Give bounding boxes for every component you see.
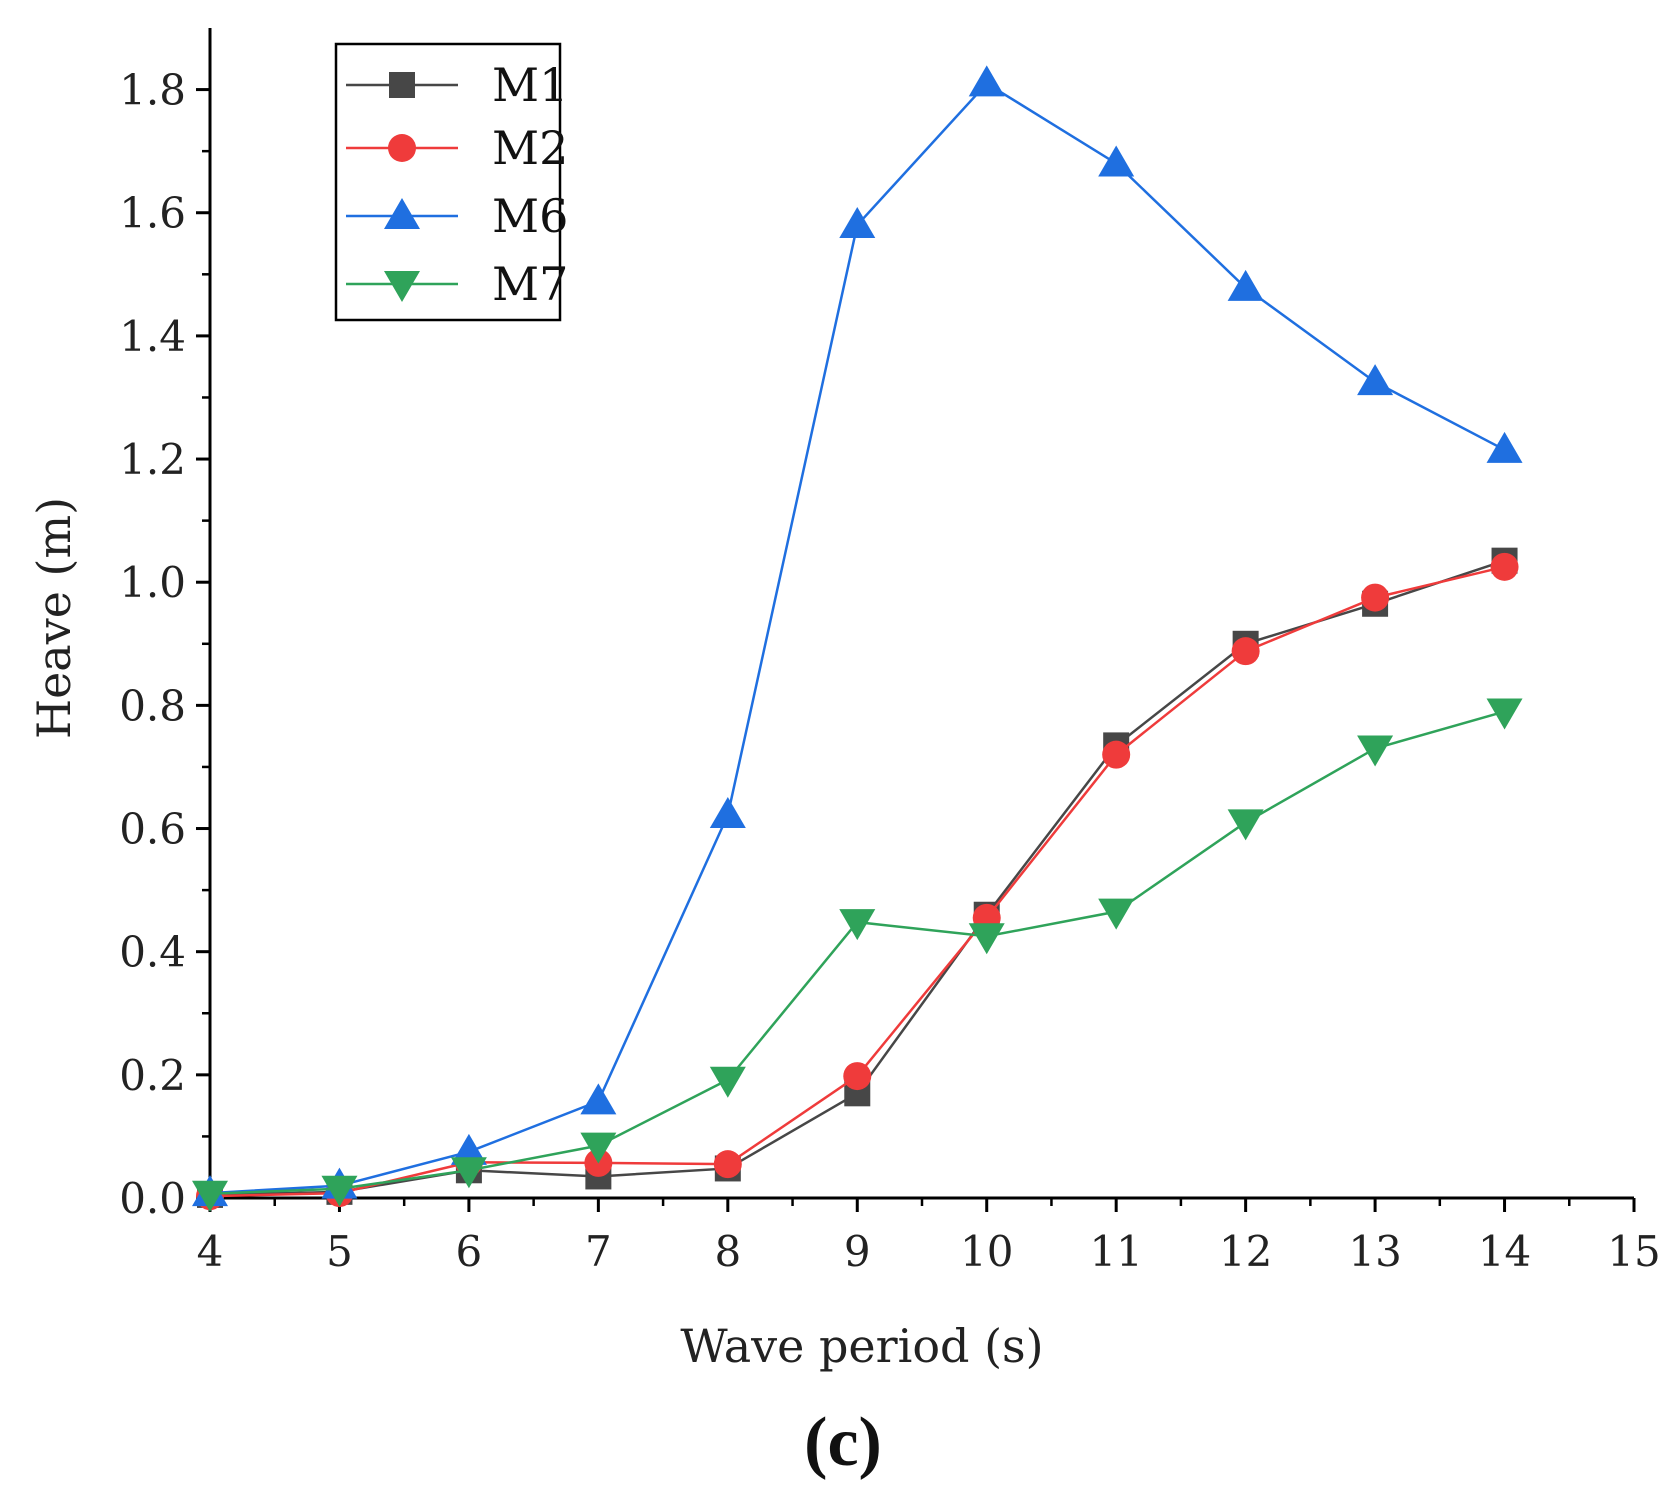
y-tick-label: 1.4 xyxy=(119,312,186,361)
x-tick-label: 15 xyxy=(1607,1227,1660,1276)
data-point-m6 xyxy=(968,65,1005,97)
series-m6 xyxy=(192,65,1523,1207)
data-point-m6 xyxy=(709,796,746,828)
data-point-m2 xyxy=(843,1062,872,1091)
series-m7 xyxy=(192,698,1523,1212)
series-line-m7 xyxy=(209,710,1505,1195)
x-tick-label: 11 xyxy=(1089,1227,1142,1276)
x-tick-label: 9 xyxy=(844,1227,871,1276)
panel-label: (c) xyxy=(804,1404,882,1481)
data-point-m7 xyxy=(1098,898,1135,930)
legend-label-m7: M7 xyxy=(492,257,568,311)
data-point-m7 xyxy=(1357,735,1394,767)
x-axis-ticks: 4 5 6 7 8 9 10 11 12 13 14 15 xyxy=(197,1198,1661,1276)
x-tick-label: 12 xyxy=(1219,1227,1272,1276)
x-tick-label: 4 xyxy=(197,1227,224,1276)
legend-marker-m2 xyxy=(388,134,416,162)
data-point-m6 xyxy=(1357,364,1394,396)
data-point-m6 xyxy=(580,1083,617,1115)
y-tick-label: 1.8 xyxy=(119,66,186,115)
data-point-m2 xyxy=(1490,552,1519,581)
legend-marker-m1 xyxy=(389,72,415,98)
x-tick-label: 8 xyxy=(714,1227,741,1276)
legend-entries: M1 M2 M6 M7 xyxy=(346,58,568,311)
data-point-m7 xyxy=(580,1132,617,1164)
data-point-m7 xyxy=(968,923,1005,955)
x-tick-label: 7 xyxy=(585,1227,612,1276)
x-tick-label: 6 xyxy=(456,1227,483,1276)
legend-label-m2: M2 xyxy=(492,121,568,175)
legend-marker-m7 xyxy=(384,271,420,302)
data-point-m7 xyxy=(709,1066,746,1098)
series-m2 xyxy=(196,552,1519,1211)
x-tick-label: 5 xyxy=(326,1227,353,1276)
data-point-m2 xyxy=(1231,637,1260,666)
legend-label-m1: M1 xyxy=(492,58,568,112)
legend-marker-m6 xyxy=(384,198,420,229)
data-point-m7 xyxy=(192,1180,228,1212)
legend-label-m6: M6 xyxy=(492,189,568,243)
data-point-m7 xyxy=(321,1175,358,1207)
series-layer xyxy=(192,65,1523,1212)
y-tick-label: 1.2 xyxy=(119,435,186,484)
y-tick-label: 0.2 xyxy=(119,1051,186,1100)
legend-box xyxy=(334,42,562,322)
x-tick-label: 13 xyxy=(1348,1227,1401,1276)
x-axis-label: Wave period (s) xyxy=(680,1319,1043,1373)
x-tick-label: 14 xyxy=(1478,1227,1531,1276)
data-point-m2 xyxy=(713,1150,742,1179)
y-tick-label: 1.6 xyxy=(119,189,186,238)
data-point-m7 xyxy=(1486,698,1523,730)
data-point-m6 xyxy=(839,207,876,239)
data-point-m7 xyxy=(839,909,876,941)
data-point-m2 xyxy=(1102,740,1131,769)
data-point-m7 xyxy=(1227,809,1264,841)
data-point-m6 xyxy=(1098,145,1135,177)
data-point-m6 xyxy=(1227,269,1264,301)
y-axis-label: Heave (m) xyxy=(27,497,81,739)
legend: M1 M2 M6 M7 xyxy=(334,42,568,322)
data-point-m2 xyxy=(1361,583,1390,612)
y-tick-label: 0.0 xyxy=(119,1174,186,1223)
data-point-m6 xyxy=(450,1133,487,1165)
series-m1 xyxy=(197,547,1518,1208)
data-point-m7 xyxy=(450,1157,487,1189)
y-tick-label: 1.0 xyxy=(119,558,186,607)
y-tick-label: 0.6 xyxy=(119,805,186,854)
data-point-m6 xyxy=(1486,431,1523,463)
y-tick-label: 0.8 xyxy=(119,681,186,730)
y-axis-ticks: 0.0 0.2 0.4 0.6 0.8 1.0 1.2 1.4 1.6 1.8 xyxy=(119,66,210,1223)
x-tick-label: 10 xyxy=(960,1227,1013,1276)
y-tick-label: 0.4 xyxy=(119,928,186,977)
